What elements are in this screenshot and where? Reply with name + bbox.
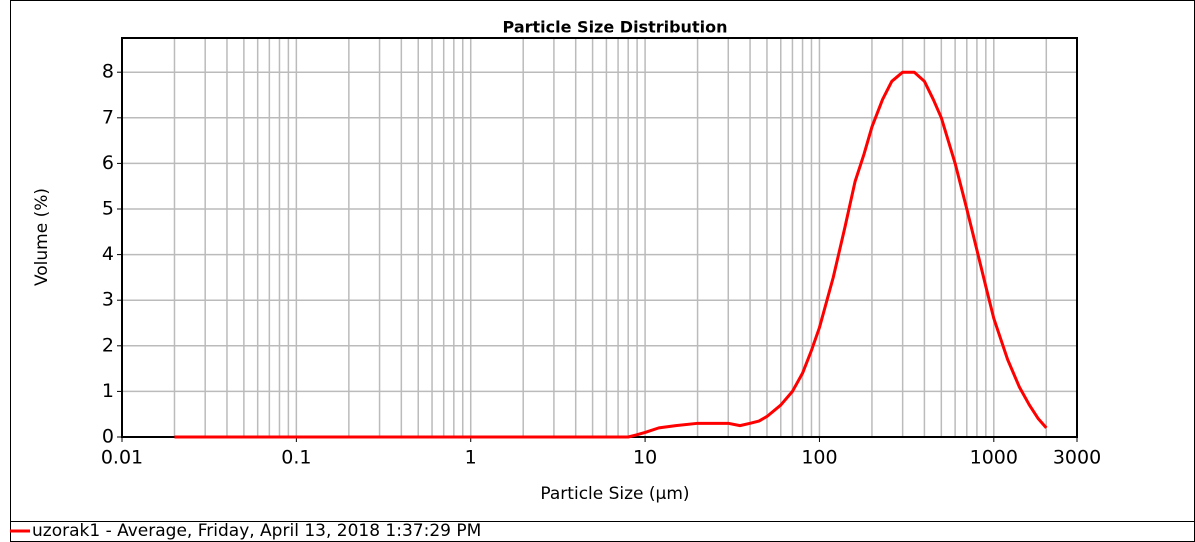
x-tick-label: 1000 xyxy=(970,447,1018,469)
y-tick-label: 3 xyxy=(102,289,114,311)
x-tick-label: 100 xyxy=(801,447,837,469)
x-tick-label: 0.01 xyxy=(101,447,143,469)
legend-label: uzorak1 - Average, Friday, April 13, 201… xyxy=(32,521,481,541)
y-tick-label: 8 xyxy=(102,61,114,83)
x-tick-label: 3000 xyxy=(1053,447,1101,469)
y-tick-label: 0 xyxy=(102,426,114,448)
x-axis-label: Particle Size (µm) xyxy=(540,484,689,504)
x-tick-label: 10 xyxy=(633,447,657,469)
x-tick-label: 0.1 xyxy=(281,447,311,469)
chart-title: Particle Size Distribution xyxy=(503,18,728,37)
y-tick-label: 6 xyxy=(102,152,114,174)
y-tick-label: 2 xyxy=(102,334,114,356)
y-axis-label: Volume (%) xyxy=(32,188,52,286)
y-tick-label: 4 xyxy=(102,243,114,265)
data-line xyxy=(174,70,1048,439)
x-tick-label: 1 xyxy=(465,447,477,469)
y-tick-label: 7 xyxy=(102,106,114,128)
y-tick-label: 1 xyxy=(102,380,114,402)
y-tick-label: 5 xyxy=(102,198,114,220)
